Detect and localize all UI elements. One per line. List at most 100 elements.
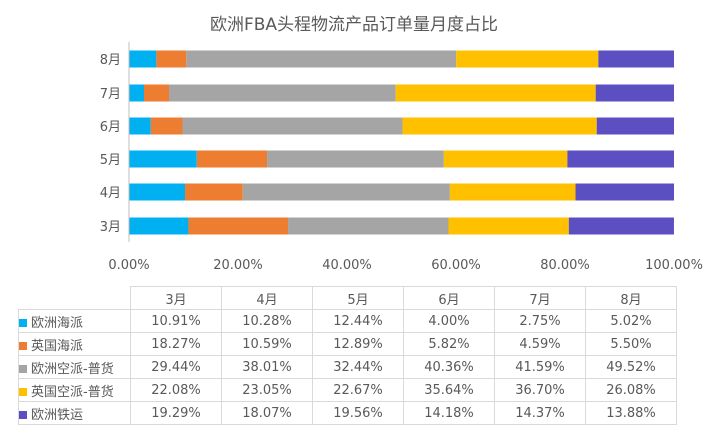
bar-segment xyxy=(567,150,674,168)
bar-segment xyxy=(129,183,186,201)
table-cell: 41.59% xyxy=(494,355,586,379)
bar-segment xyxy=(288,217,449,235)
bar-segment xyxy=(568,217,674,235)
legend-entry: 欧洲海派 xyxy=(18,309,131,333)
table-cell: 10.28% xyxy=(221,309,313,333)
table-cell: 14.37% xyxy=(494,401,586,425)
table-header-row: 3月 4月 5月 6月 7月 8月 xyxy=(18,286,677,310)
x-tick-label: 0.00% xyxy=(108,258,149,273)
table-cell: 5.02% xyxy=(585,309,677,333)
table-cell: 5.82% xyxy=(403,332,495,356)
bar-segment xyxy=(188,217,289,235)
table-cell: 18.27% xyxy=(130,332,222,356)
legend-swatch xyxy=(19,387,27,396)
y-tick-label: 8月 xyxy=(100,53,121,68)
legend-swatch xyxy=(19,341,27,350)
legend-entry: 欧洲铁运 xyxy=(18,401,131,425)
bar-segment xyxy=(143,84,170,102)
series-name: 欧洲铁运 xyxy=(31,407,84,423)
table-cell: 12.89% xyxy=(312,332,404,356)
table-cell: 40.36% xyxy=(403,355,495,379)
bar-segment xyxy=(129,50,157,68)
table-cell: 10.91% xyxy=(130,309,222,333)
bar-segment xyxy=(186,50,457,68)
table-cell: 36.70% xyxy=(494,378,586,402)
table-column-header: 7月 xyxy=(494,286,586,310)
table-cell: 22.67% xyxy=(312,378,404,402)
bar-segment xyxy=(448,217,569,235)
bar-segment xyxy=(595,84,674,102)
bar-segment xyxy=(267,150,444,168)
bar-segment xyxy=(456,50,599,68)
x-tick-label: 40.00% xyxy=(322,258,372,273)
bar-segment xyxy=(596,117,674,135)
stacked-bar-chart: 3月 4月 5月 6月 7月 8月 0.00% 20.00% 40.00% 60.00% 80.00… xyxy=(100,42,703,273)
bar-segment xyxy=(129,117,151,135)
data-table: 3月 4月 5月 6月 7月 8月 欧洲海派 10.91% 10.28% 12.44% 4.00%… xyxy=(18,286,677,425)
table-cell: 29.44% xyxy=(130,355,222,379)
table-body: 欧洲海派 10.91% 10.28% 12.44% 4.00% 2.75% 5.02% 英国海… xyxy=(18,309,677,425)
table-column-header: 5月 xyxy=(312,286,404,310)
table-cell: 32.44% xyxy=(312,355,404,379)
table-cell: 19.29% xyxy=(130,401,222,425)
y-tick-label: 3月 xyxy=(100,220,121,235)
table-cell: 38.01% xyxy=(221,355,313,379)
bar-segment xyxy=(242,183,450,201)
bar-segment xyxy=(150,117,183,135)
legend-entry: 英国海派 xyxy=(18,332,131,356)
table-cell: 49.52% xyxy=(585,355,677,379)
table-row: 欧洲空派-普货 29.44% 38.01% 32.44% 40.36% 41.59% 49.… xyxy=(18,355,677,379)
bar-segment xyxy=(129,150,197,168)
bar-segment xyxy=(443,150,568,168)
table-cell: 5.50% xyxy=(585,332,677,356)
bar-segment xyxy=(182,117,403,135)
table-row: 欧洲海派 10.91% 10.28% 12.44% 4.00% 2.75% 5.02% xyxy=(18,309,677,333)
table-cell: 26.08% xyxy=(585,378,677,402)
table-column-header: 8月 xyxy=(585,286,677,310)
chart-title: 欧洲FBA头程物流产品订单量月度占比 xyxy=(209,15,499,35)
table-cell: 13.88% xyxy=(585,401,677,425)
bar-segment xyxy=(129,84,144,102)
legend-swatch xyxy=(19,364,27,373)
table-cell: 22.08% xyxy=(130,378,222,402)
table-cell: 18.07% xyxy=(221,401,313,425)
table-cell: 23.05% xyxy=(221,378,313,402)
y-tick-label: 7月 xyxy=(100,87,121,102)
table-row: 英国空派-普货 22.08% 23.05% 22.67% 35.64% 36.70% 26.… xyxy=(18,378,677,402)
table-cell: 4.00% xyxy=(403,309,495,333)
x-tick-label: 100.00% xyxy=(645,258,703,273)
series-name: 英国空派-普货 xyxy=(31,384,114,400)
x-tick-label: 60.00% xyxy=(431,258,481,273)
x-tick-label: 80.00% xyxy=(540,258,590,273)
table-cell: 12.44% xyxy=(312,309,404,333)
bar-segment xyxy=(449,183,576,201)
series-name: 欧洲海派 xyxy=(31,315,84,331)
table-cell: 10.59% xyxy=(221,332,313,356)
bar-segment xyxy=(395,84,596,102)
bar-segment xyxy=(196,150,268,168)
table-cell: 2.75% xyxy=(494,309,586,333)
series-name: 英国海派 xyxy=(31,338,84,354)
table-cell: 35.64% xyxy=(403,378,495,402)
table-column-header: 6月 xyxy=(403,286,495,310)
y-tick-label: 4月 xyxy=(100,186,121,201)
bar-segment xyxy=(598,50,674,68)
legend-swatch xyxy=(19,410,27,419)
bar-segment xyxy=(169,84,396,102)
bar-segment xyxy=(129,217,189,235)
legend-entry: 英国空派-普货 xyxy=(18,378,131,402)
table-cell: 19.56% xyxy=(312,401,404,425)
table-row: 英国海派 18.27% 10.59% 12.89% 5.82% 4.59% 5.50% xyxy=(18,332,677,356)
table-corner-cell xyxy=(18,286,131,310)
table-cell: 4.59% xyxy=(494,332,586,356)
legend-swatch xyxy=(19,318,27,327)
table-cell: 14.18% xyxy=(403,401,495,425)
legend-entry: 欧洲空派-普货 xyxy=(18,355,131,379)
y-tick-label: 5月 xyxy=(100,153,121,168)
bar-segment xyxy=(185,183,243,201)
table-row: 欧洲铁运 19.29% 18.07% 19.56% 14.18% 14.37% 13.88% xyxy=(18,401,677,425)
bar-segment xyxy=(402,117,597,135)
bar-segment xyxy=(575,183,674,201)
table-column-header: 3月 xyxy=(130,286,222,310)
series-name: 欧洲空派-普货 xyxy=(31,361,114,377)
